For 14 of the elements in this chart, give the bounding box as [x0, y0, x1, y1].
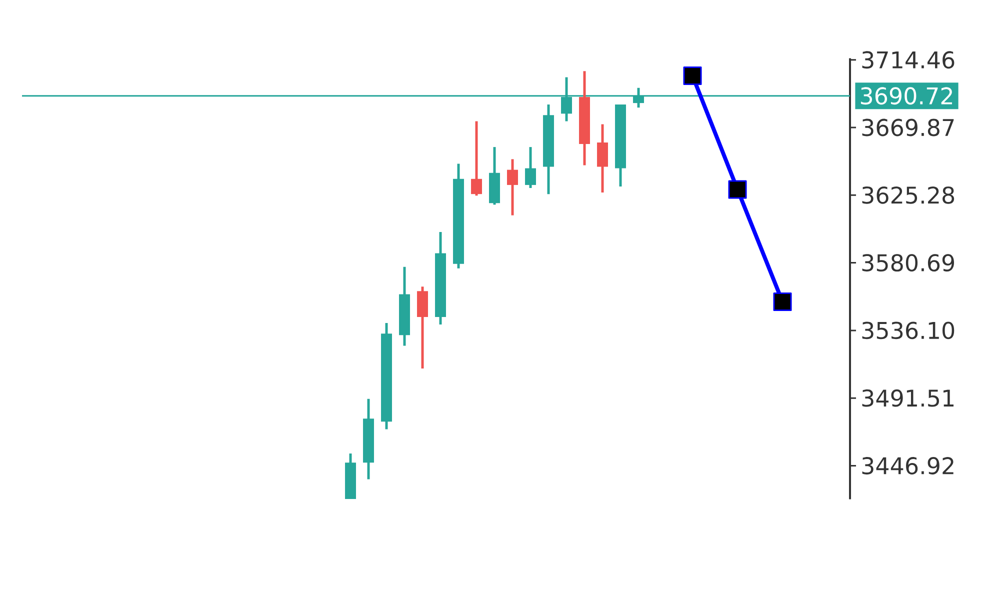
candlestick: [525, 146, 536, 190]
y-tick-label: 3446.92: [862, 457, 954, 474]
point: [683, 66, 702, 85]
ref-line-label: 3690.72: [860, 87, 952, 105]
candlestick: [507, 158, 518, 217]
y-tick-label: 3491.51: [862, 389, 954, 407]
y-tick-label: 3625.28: [862, 186, 954, 204]
y-tick-label: 3714.46: [862, 51, 954, 69]
y-tick-label: 3536.10: [862, 322, 954, 340]
point: [773, 292, 792, 312]
y-tick-label: 3669.87: [862, 118, 954, 136]
point: [728, 180, 747, 199]
y-tick-label: 3580.69: [862, 254, 954, 272]
candlestick: [471, 120, 482, 197]
